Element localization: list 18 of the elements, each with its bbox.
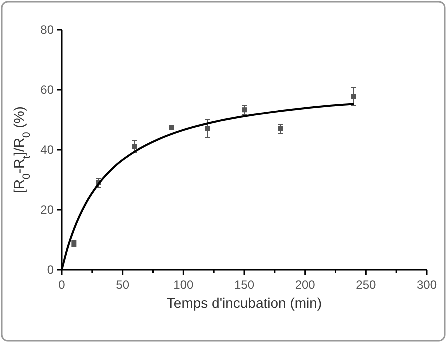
y-tick-label: 20 [40, 203, 54, 217]
point [206, 126, 210, 132]
y-tick-label: 40 [40, 143, 54, 157]
point [278, 126, 284, 132]
x-axis-title: Temps d'incubation (min) [166, 295, 322, 311]
x-tick-label: 100 [174, 278, 194, 292]
x-tick-label: 50 [116, 278, 130, 292]
point [132, 144, 138, 150]
y-tick-label: 60 [40, 83, 54, 97]
x-tick-label: 150 [234, 278, 255, 292]
x-tick-label: 250 [356, 278, 376, 292]
point [242, 108, 247, 113]
point [352, 94, 356, 100]
x-tick-label: 300 [416, 278, 438, 292]
x-tick-label: 200 [295, 278, 316, 292]
y-tick-label: 80 [40, 23, 54, 37]
y-tick-label: 0 [47, 263, 54, 277]
x-tick-label: 0 [58, 278, 66, 292]
